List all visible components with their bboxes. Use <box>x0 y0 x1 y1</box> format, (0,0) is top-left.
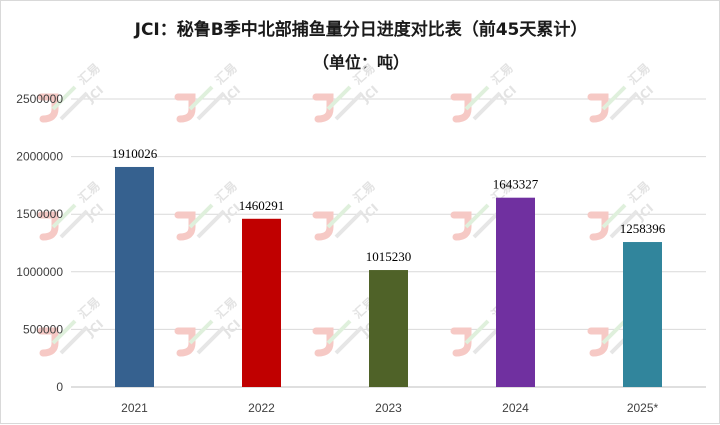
bar-2021 <box>115 166 154 387</box>
svg-text:汇易: 汇易 <box>76 295 103 321</box>
svg-text:汇易: 汇易 <box>76 179 103 205</box>
svg-text:JCI: JCI <box>83 317 106 340</box>
data-label: 1258396 <box>620 221 666 236</box>
bar-2023 <box>369 270 408 387</box>
svg-text:汇易: 汇易 <box>351 179 378 205</box>
x-tick-label: 2023 <box>375 401 402 415</box>
data-labels: 1910026 1460291 1015230 1643327 1258396 <box>112 146 666 264</box>
y-tick-label: 1500000 <box>16 207 63 221</box>
chart-title: JCI：秘鲁B季中北部捕鱼量分日进度对比表（前45天累计） <box>134 19 588 40</box>
bars <box>115 166 662 387</box>
y-tick-label: 500000 <box>23 322 63 336</box>
svg-text:JCI: JCI <box>220 83 243 106</box>
y-axis: 0 500000 1000000 1500000 2000000 2500000 <box>16 92 63 394</box>
x-tick-label: 2022 <box>248 401 275 415</box>
y-tick-label: 2500000 <box>16 92 63 106</box>
svg-text:汇易: 汇易 <box>76 61 103 87</box>
x-tick-label: 2025* <box>627 401 659 415</box>
svg-text:JCI: JCI <box>83 201 106 224</box>
chart-subtitle: （单位：吨） <box>313 53 409 72</box>
data-label: 1015230 <box>366 249 412 264</box>
x-tick-label: 2021 <box>121 401 148 415</box>
svg-text:JCI: JCI <box>83 83 106 106</box>
svg-text:JCI: JCI <box>220 317 243 340</box>
svg-text:汇易: 汇易 <box>626 179 653 205</box>
data-label: 1910026 <box>112 146 158 161</box>
y-tick-label: 0 <box>56 380 63 394</box>
data-label: 1643327 <box>493 177 539 192</box>
svg-text:汇易: 汇易 <box>489 61 516 87</box>
data-label: 1460291 <box>239 198 285 213</box>
svg-text:汇易: 汇易 <box>626 61 653 87</box>
y-tick-label: 1000000 <box>16 265 63 279</box>
svg-text:JCI: JCI <box>358 83 381 106</box>
svg-text:JCI: JCI <box>496 83 519 106</box>
svg-text:JCI: JCI <box>358 201 381 224</box>
y-tick-label: 2000000 <box>16 150 63 164</box>
bar-2024 <box>496 197 535 387</box>
x-tick-label: 2024 <box>502 401 529 415</box>
bar-2022 <box>242 218 281 387</box>
svg-text:汇易: 汇易 <box>213 179 240 205</box>
svg-text:JCI: JCI <box>633 83 656 106</box>
svg-text:汇易: 汇易 <box>213 61 240 87</box>
x-axis: 2021 2022 2023 2024 2025* <box>121 401 658 415</box>
bar-2025 <box>623 242 662 387</box>
svg-text:汇易: 汇易 <box>213 295 240 321</box>
